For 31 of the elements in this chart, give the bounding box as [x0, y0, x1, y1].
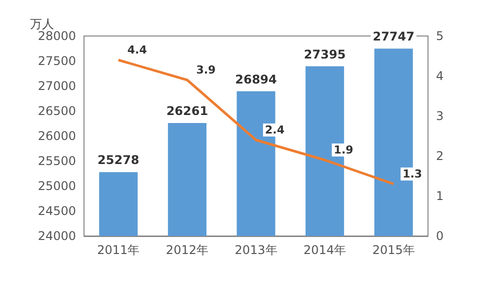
data-label: 1.3: [402, 168, 422, 180]
y2-tick-label: 5: [436, 29, 444, 43]
y-tick-label: 27500: [38, 54, 76, 68]
data-label: 2.4: [265, 124, 285, 136]
y2-tick-label: 4: [436, 69, 444, 83]
y2-tick-label: 3: [436, 109, 444, 123]
y-tick-label: 27000: [38, 79, 76, 93]
data-label: 3.9: [196, 64, 216, 76]
y2-tick-label: 2: [436, 149, 444, 163]
y-tick-label: 28000: [38, 29, 76, 43]
x-tick-label: 2013年: [234, 243, 278, 257]
y-tick-label: 24500: [38, 204, 76, 218]
data-label: 26261: [166, 104, 208, 118]
y-axis-title: 万人: [30, 17, 54, 32]
y-tick-label: 26500: [38, 104, 76, 118]
data-label: 1.9: [334, 144, 354, 156]
data-label: 27395: [304, 47, 346, 62]
y-tick-label: 25000: [38, 179, 76, 193]
x-tick-label: 2012年: [166, 243, 208, 257]
y2-tick-label: 1: [436, 189, 444, 203]
x-tick-label: 2014年: [304, 243, 346, 257]
data-label: 4.4: [127, 44, 148, 56]
x-tick-label: 2011年: [97, 243, 140, 257]
y-tick-label: 26000: [38, 129, 76, 143]
data-label: 26894: [235, 72, 277, 86]
y2-tick-label: 0: [436, 229, 444, 243]
data-label: 25278: [98, 153, 140, 168]
y-tick-label: 24000: [38, 229, 76, 243]
data-label: 27747: [372, 30, 414, 44]
x-tick-label: 2015年: [372, 243, 415, 257]
y-tick-label: 25500: [38, 154, 76, 168]
